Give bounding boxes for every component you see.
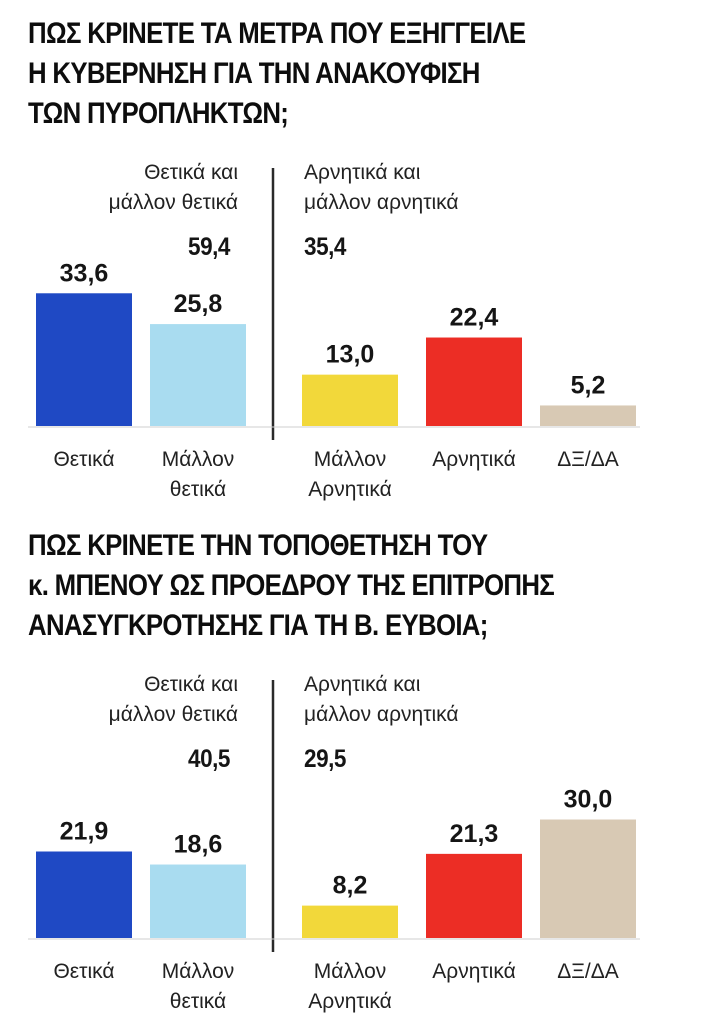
bar	[426, 337, 522, 426]
bar	[426, 853, 522, 938]
group-label-line: Θετικά και	[144, 161, 238, 184]
chart-title-line: ΤΩΝ ΠΥΡΟΠΛΗΚΤΩΝ;	[28, 97, 289, 130]
bar-value-label: 8,2	[333, 872, 368, 900]
bar-value-label: 30,0	[564, 786, 613, 814]
chart-title: ΠΩΣ ΚΡΙΝΕΤΕ ΤΗΝ ΤΟΠΟΘΕΤΗΣΗ ΤΟΥ κ. ΜΠΕΝΟΥ…	[28, 526, 613, 646]
category-label: Μάλλον	[162, 960, 235, 983]
category-label: θετικά	[170, 478, 226, 501]
category-label: Αρνητικά	[308, 990, 391, 1013]
chart-title-line: ΑΝΑΣΥΓΚΡΟΤΗΣΗΣ ΓΙΑ ΤΗ Β. ΕΥΒΟΙΑ;	[28, 609, 488, 642]
chart-title-line: ΠΩΣ ΚΡΙΝΕΤΕ ΤΑ ΜΕΤΡΑ ΠΟΥ ΕΞΗΓΓΕΙΛΕ	[28, 17, 526, 50]
bar	[540, 819, 636, 938]
chart-panel-1: ΠΩΣ ΚΡΙΝΕΤΕ ΤΑ ΜΕΤΡΑ ΠΟΥ ΕΞΗΓΓΕΙΛΕ Η ΚΥΒ…	[28, 14, 640, 501]
group-label-line: μάλλον αρνητικά	[304, 703, 459, 726]
negative-group-total: 29,5	[304, 745, 347, 773]
bar	[540, 405, 636, 426]
bar	[36, 851, 132, 938]
positive-group-total: 59,4	[188, 233, 231, 261]
category-label: ΔΞ/ΔΑ	[557, 448, 619, 471]
bar-value-label: 21,3	[450, 820, 499, 848]
bar	[150, 864, 246, 938]
category-label: Αρνητικά	[308, 478, 391, 501]
chart-title-line: ΠΩΣ ΚΡΙΝΕΤΕ ΤΗΝ ΤΟΠΟΘΕΤΗΣΗ ΤΟΥ	[28, 529, 488, 562]
category-label: Αρνητικά	[432, 960, 515, 983]
group-label-line: μάλλον θετικά	[108, 703, 238, 726]
chart-panel-2: ΠΩΣ ΚΡΙΝΕΤΕ ΤΗΝ ΤΟΠΟΘΕΤΗΣΗ ΤΟΥ κ. ΜΠΕΝΟΥ…	[0, 512, 713, 1024]
bar	[302, 905, 398, 938]
negative-group-label: Αρνητικά και μάλλον αρνητικά	[304, 670, 459, 730]
group-label-line: Αρνητικά και	[304, 161, 421, 184]
bar-value-label: 22,4	[450, 304, 499, 332]
bar-value-label: 25,8	[174, 290, 223, 318]
category-label: Θετικά	[53, 960, 114, 983]
group-label-line: μάλλον αρνητικά	[304, 191, 459, 214]
group-label-line: Θετικά και	[144, 673, 238, 696]
bar-chart: 33,6 Θετικά 25,8 Μάλλον θετικά 13,0 Μάλλον Αρνη…	[28, 168, 640, 501]
positive-group-label: Θετικά και μάλλον θετικά	[109, 670, 238, 730]
bar-value-label: 18,6	[174, 831, 223, 859]
bar-value-label: 33,6	[60, 259, 109, 287]
bar-value-label: 21,9	[60, 817, 109, 845]
chart-title-line: Η ΚΥΒΕΡΝΗΣΗ ΓΙΑ ΤΗΝ ΑΝΑΚΟΥΦΙΣΗ	[28, 57, 480, 90]
category-label: Αρνητικά	[432, 448, 515, 471]
negative-group-total: 35,4	[304, 233, 347, 261]
category-label: Μάλλον	[314, 448, 387, 471]
chart-title: ΠΩΣ ΚΡΙΝΕΤΕ ΤΑ ΜΕΤΡΑ ΠΟΥ ΕΞΗΓΓΕΙΛΕ Η ΚΥΒ…	[28, 14, 613, 134]
category-label: Θετικά	[53, 448, 114, 471]
group-label-line: Αρνητικά και	[304, 673, 421, 696]
bar-value-label: 5,2	[571, 371, 606, 399]
category-label: Μάλλον	[162, 448, 235, 471]
bar	[302, 374, 398, 426]
positive-group-total: 40,5	[188, 745, 231, 773]
bar-chart: 21,9 Θετικά 18,6 Μάλλον θετικά 8,2 Μάλλον Αρνητ…	[28, 680, 640, 1013]
bar-value-label: 13,0	[326, 341, 375, 369]
positive-group-label: Θετικά και μάλλον θετικά	[109, 158, 238, 218]
category-label: θετικά	[170, 990, 226, 1013]
group-label-line: μάλλον θετικά	[108, 191, 238, 214]
category-label: Μάλλον	[314, 960, 387, 983]
bar	[36, 293, 132, 426]
chart-title-line: κ. ΜΠΕΝΟΥ ΩΣ ΠΡΟΕΔΡΟΥ ΤΗΣ ΕΠΙΤΡΟΠΗΣ	[28, 569, 555, 602]
negative-group-label: Αρνητικά και μάλλον αρνητικά	[304, 158, 459, 218]
category-label: ΔΞ/ΔΑ	[557, 960, 619, 983]
bar	[150, 324, 246, 426]
